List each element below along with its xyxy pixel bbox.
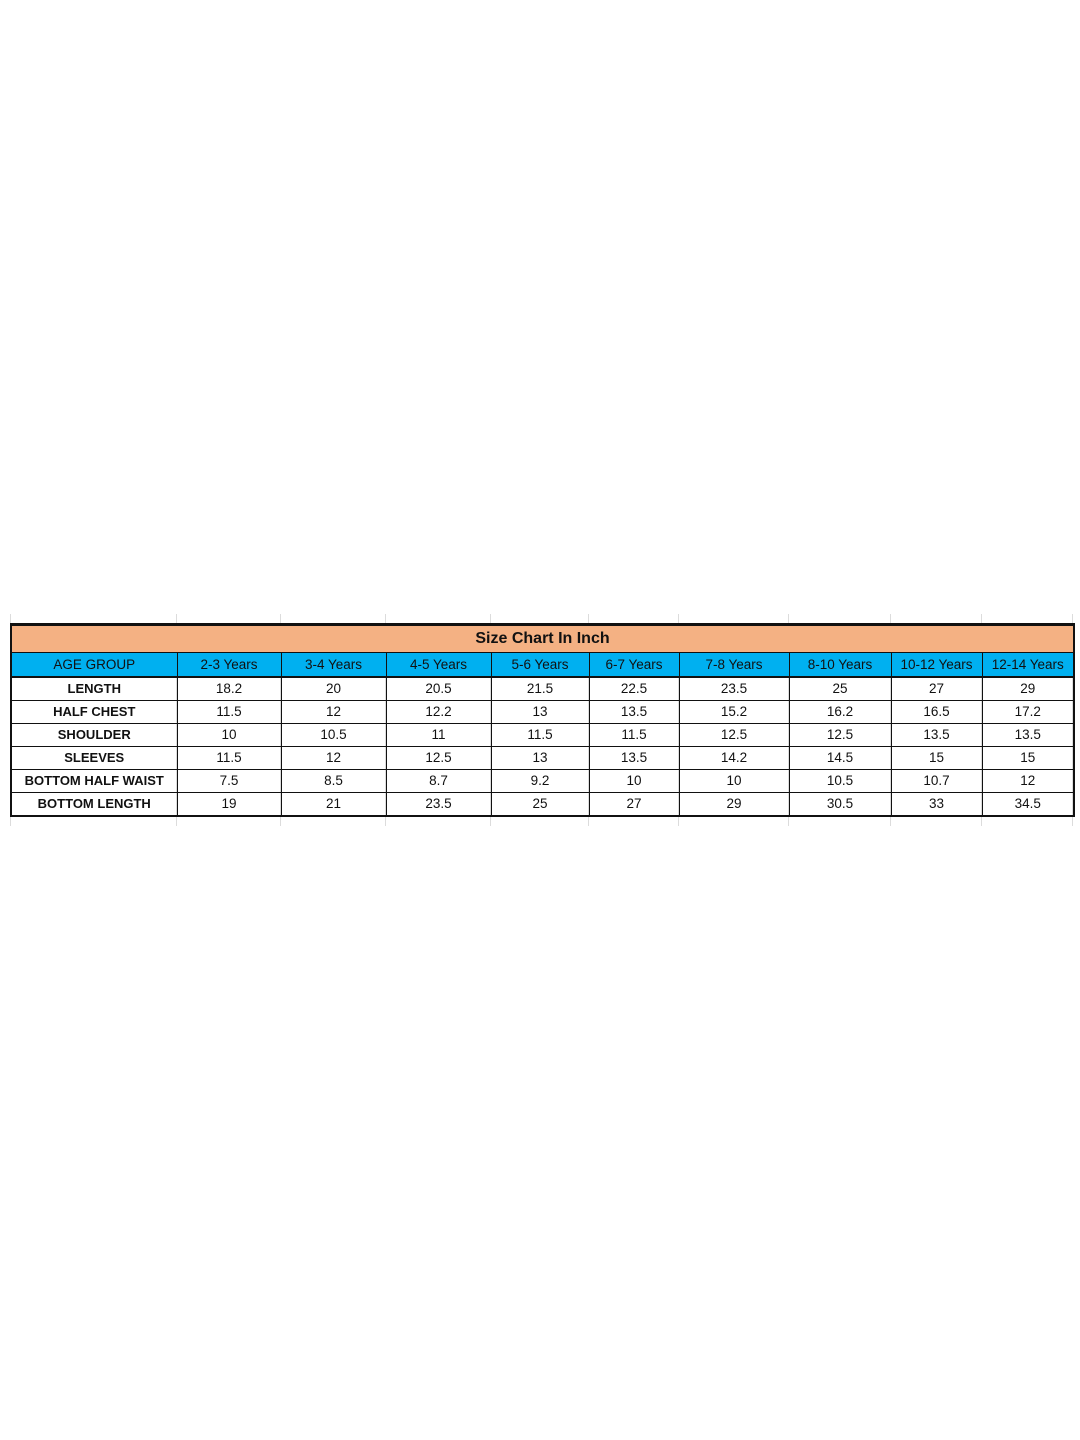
- table-cell: 11.5: [176, 700, 282, 724]
- table-cell: 12.5: [385, 746, 492, 770]
- table-cell: 15: [890, 746, 983, 770]
- table-row: HALF CHEST 11.5 12 12.2 13 13.5 15.2 16.2 16.5 17…: [10, 700, 1075, 724]
- table-cell: 13: [490, 746, 590, 770]
- table-cell: 25: [788, 676, 892, 701]
- table-cell: 15: [981, 746, 1075, 770]
- table-cell: 14.5: [788, 746, 892, 770]
- column-header: 7-8 Years: [678, 652, 790, 678]
- column-header: AGE GROUP: [10, 652, 178, 678]
- table-cell: 9.2: [490, 769, 590, 793]
- table-cell: 29: [678, 792, 790, 817]
- table-cell: 19: [176, 792, 282, 817]
- table-cell: 20: [280, 676, 387, 701]
- table-cell: 27: [890, 676, 983, 701]
- table-cell: 11.5: [176, 746, 282, 770]
- table-cell: 13.5: [981, 723, 1075, 747]
- column-header: 3-4 Years: [280, 652, 387, 678]
- table-row: SLEEVES 11.5 12 12.5 13 13.5 14.2 14.5 15 15: [10, 746, 1075, 770]
- table-title: Size Chart In Inch: [10, 623, 1075, 653]
- table-cell: 33: [890, 792, 983, 817]
- row-label: SLEEVES: [10, 746, 178, 770]
- column-header: 6-7 Years: [588, 652, 680, 678]
- table-cell: 10.5: [788, 769, 892, 793]
- table-cell: 11.5: [588, 723, 680, 747]
- table-cell: 11.5: [490, 723, 590, 747]
- table-cell: 21: [280, 792, 387, 817]
- row-label: SHOULDER: [10, 723, 178, 747]
- table-cell: 8.7: [385, 769, 492, 793]
- table-cell: 21.5: [490, 676, 590, 701]
- header-row: AGE GROUP 2-3 Years 3-4 Years 4-5 Years 5-6 …: [10, 652, 1075, 678]
- table-cell: 30.5: [788, 792, 892, 817]
- table-cell: 13.5: [890, 723, 983, 747]
- table-cell: 13.5: [588, 746, 680, 770]
- column-header: 5-6 Years: [490, 652, 590, 678]
- column-header: 10-12 Years: [890, 652, 983, 678]
- table-cell: 17.2: [981, 700, 1075, 724]
- table-cell: 29: [981, 676, 1075, 701]
- column-header: 2-3 Years: [176, 652, 282, 678]
- table-cell: 11: [385, 723, 492, 747]
- table-cell: 12: [280, 700, 387, 724]
- table-cell: 13: [490, 700, 590, 724]
- table-cell: 18.2: [176, 676, 282, 701]
- table-cell: 8.5: [280, 769, 387, 793]
- column-header: 4-5 Years: [385, 652, 492, 678]
- column-header: 12-14 Years: [981, 652, 1075, 678]
- table-cell: 10: [588, 769, 680, 793]
- table-cell: 10.7: [890, 769, 983, 793]
- table-cell: 16.5: [890, 700, 983, 724]
- table-cell: 12.2: [385, 700, 492, 724]
- table-row: SHOULDER 10 10.5 11 11.5 11.5 12.5 12.5 13.5 13.5: [10, 723, 1075, 747]
- table-cell: 34.5: [981, 792, 1075, 817]
- table-row: BOTTOM LENGTH 19 21 23.5 25 27 29 30.5 33 34.5: [10, 792, 1075, 817]
- table-cell: 27: [588, 792, 680, 817]
- table-cell: 7.5: [176, 769, 282, 793]
- table-cell: 13.5: [588, 700, 680, 724]
- table-cell: 20.5: [385, 676, 492, 701]
- table-cell: 12.5: [678, 723, 790, 747]
- table-cell: 12: [981, 769, 1075, 793]
- table-row: BOTTOM HALF WAIST 7.5 8.5 8.7 9.2 10 10 10.5 10.…: [10, 769, 1075, 793]
- row-label: BOTTOM LENGTH: [10, 792, 178, 817]
- table-cell: 15.2: [678, 700, 790, 724]
- table-cell: 10: [176, 723, 282, 747]
- table-cell: 25: [490, 792, 590, 817]
- table-row: LENGTH 18.2 20 20.5 21.5 22.5 23.5 25 27 29: [10, 676, 1075, 701]
- size-chart-table: Size Chart In Inch AGE GROUP 2-3 Years 3-4…: [10, 623, 1075, 817]
- row-label: LENGTH: [10, 676, 178, 701]
- table-cell: 10: [678, 769, 790, 793]
- table-cell: 23.5: [385, 792, 492, 817]
- table-cell: 23.5: [678, 676, 790, 701]
- table-cell: 12.5: [788, 723, 892, 747]
- row-label: HALF CHEST: [10, 700, 178, 724]
- row-label: BOTTOM HALF WAIST: [10, 769, 178, 793]
- column-header: 8-10 Years: [788, 652, 892, 678]
- table-cell: 16.2: [788, 700, 892, 724]
- table-cell: 22.5: [588, 676, 680, 701]
- table-cell: 14.2: [678, 746, 790, 770]
- table-cell: 12: [280, 746, 387, 770]
- table-cell: 10.5: [280, 723, 387, 747]
